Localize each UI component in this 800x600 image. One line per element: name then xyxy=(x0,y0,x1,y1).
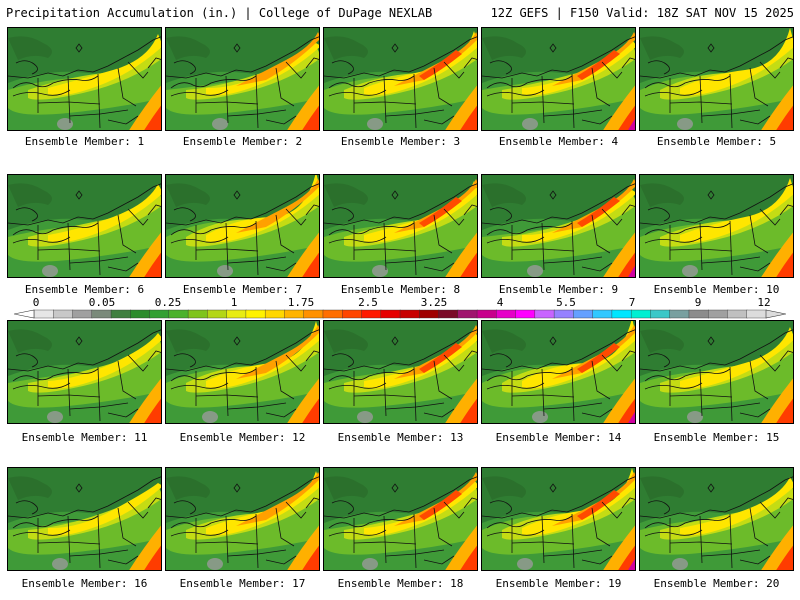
member-label: Ensemble Member: 18 xyxy=(337,577,464,590)
member-label: Ensemble Member: 19 xyxy=(495,577,622,590)
legend-swatch xyxy=(72,309,93,319)
color-scale-legend: 0 0.05 0.25 1 1.75 2.5 3.25 4 5.5 7 9 12 xyxy=(14,296,786,319)
legend-swatch xyxy=(33,309,54,319)
member-map xyxy=(481,467,636,571)
page-title: Precipitation Accumulation (in.) | Colle… xyxy=(6,6,433,20)
member-label: Ensemble Member: 12 xyxy=(179,431,306,444)
legend-tick-label: 12 xyxy=(757,296,770,309)
member-map xyxy=(639,320,794,424)
legend-swatch xyxy=(53,309,74,319)
legend-swatch xyxy=(534,309,555,319)
legend-swatch xyxy=(380,309,401,319)
legend-swatch xyxy=(399,309,420,319)
legend-max-arrow xyxy=(765,309,786,319)
legend-swatch xyxy=(149,309,170,319)
legend-swatch xyxy=(168,309,189,319)
member-map xyxy=(481,27,636,131)
legend-swatch xyxy=(284,309,305,319)
legend-swatch xyxy=(515,309,536,319)
legend-tick-label: 5.5 xyxy=(556,296,576,309)
member-label: Ensemble Member: 2 xyxy=(182,135,303,148)
legend-swatch xyxy=(496,309,517,319)
legend-swatch xyxy=(187,309,209,319)
member-map xyxy=(7,467,162,571)
legend-tick-label: 9 xyxy=(695,296,702,309)
legend-swatch xyxy=(746,309,767,319)
legend-min-arrow xyxy=(14,309,35,319)
member-label: Ensemble Member: 20 xyxy=(653,577,780,590)
legend-swatch xyxy=(573,309,594,319)
member-map xyxy=(481,174,636,278)
member-label: Ensemble Member: 17 xyxy=(179,577,306,590)
legend-tick-label: 0.25 xyxy=(155,296,182,309)
legend-swatch xyxy=(553,309,575,319)
member-map xyxy=(639,174,794,278)
member-map xyxy=(481,320,636,424)
member-label: Ensemble Member: 9 xyxy=(498,283,619,296)
member-label: Ensemble Member: 10 xyxy=(653,283,780,296)
legend-tick-label: 0.05 xyxy=(89,296,116,309)
member-label: Ensemble Member: 8 xyxy=(340,283,461,296)
member-label: Ensemble Member: 16 xyxy=(21,577,148,590)
legend-swatch xyxy=(630,309,652,319)
member-map xyxy=(639,27,794,131)
legend-swatch xyxy=(727,309,748,319)
legend-swatch xyxy=(110,309,132,319)
legend-swatch xyxy=(226,309,247,319)
member-label: Ensemble Member: 15 xyxy=(653,431,780,444)
legend-tick-label: 0 xyxy=(33,296,40,309)
legend-swatch xyxy=(361,309,382,319)
legend-tick-label: 7 xyxy=(629,296,636,309)
member-label: Ensemble Member: 1 xyxy=(24,135,145,148)
legend-swatch xyxy=(457,309,478,319)
legend-swatch xyxy=(708,309,729,319)
legend-swatch xyxy=(322,309,343,319)
legend-tick-label: 2.5 xyxy=(358,296,378,309)
legend-swatch xyxy=(688,309,709,319)
member-map xyxy=(165,320,320,424)
legend-swatch xyxy=(264,309,286,319)
member-label: Ensemble Member: 6 xyxy=(24,283,145,296)
member-map xyxy=(7,320,162,424)
member-map xyxy=(323,467,478,571)
legend-swatch xyxy=(303,309,324,319)
legend-swatch xyxy=(476,309,498,319)
member-map xyxy=(323,174,478,278)
legend-swatch xyxy=(130,309,151,319)
member-label: Ensemble Member: 5 xyxy=(656,135,777,148)
member-map xyxy=(7,27,162,131)
member-map xyxy=(323,27,478,131)
run-info: 12Z GEFS | F150 Valid: 18Z SAT NOV 15 20… xyxy=(490,6,794,20)
legend-swatch xyxy=(342,309,363,319)
member-map xyxy=(7,174,162,278)
legend-swatch xyxy=(650,309,671,319)
legend-swatch xyxy=(91,309,112,319)
legend-tick-label: 3.25 xyxy=(421,296,448,309)
legend-swatch xyxy=(611,309,632,319)
member-map xyxy=(323,320,478,424)
legend-swatch xyxy=(592,309,613,319)
member-label: Ensemble Member: 4 xyxy=(498,135,619,148)
member-label: Ensemble Member: 11 xyxy=(21,431,148,444)
legend-swatch xyxy=(207,309,228,319)
member-map xyxy=(639,467,794,571)
member-label: Ensemble Member: 13 xyxy=(337,431,464,444)
legend-tick-label: 1.75 xyxy=(288,296,315,309)
legend-swatch xyxy=(245,309,266,319)
legend-swatch xyxy=(669,309,690,319)
legend-tick-label: 1 xyxy=(231,296,238,309)
member-label: Ensemble Member: 3 xyxy=(340,135,461,148)
legend-tick-label: 4 xyxy=(497,296,504,309)
member-map xyxy=(165,467,320,571)
legend-swatch xyxy=(438,309,459,319)
member-label: Ensemble Member: 14 xyxy=(495,431,622,444)
legend-swatch xyxy=(419,309,440,319)
member-map xyxy=(165,174,320,278)
member-map xyxy=(165,27,320,131)
member-label: Ensemble Member: 7 xyxy=(182,283,303,296)
